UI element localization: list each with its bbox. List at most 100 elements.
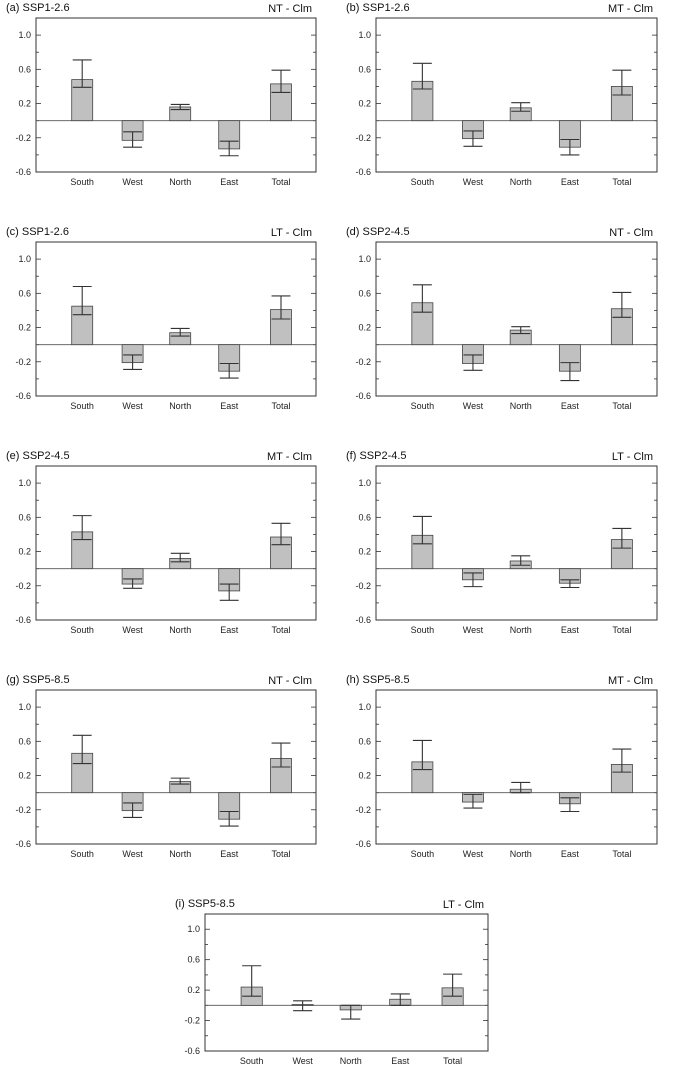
category-label-north: North	[169, 625, 191, 635]
y-tick-label: -0.6	[184, 1046, 200, 1056]
y-tick-label: -0.2	[355, 805, 371, 815]
category-label-north: North	[510, 401, 532, 411]
panel-title: (g) SSP5-8.5	[6, 674, 70, 686]
y-tick-label: -0.2	[15, 805, 31, 815]
category-label-north: North	[169, 849, 191, 859]
category-label-east: East	[220, 401, 239, 411]
plot-frame	[35, 689, 317, 845]
y-tick-label: -0.2	[15, 581, 31, 591]
y-tick-label: -0.6	[355, 167, 371, 177]
category-label-north: North	[340, 1056, 362, 1066]
panel-h: (h) SSP5-8.5 MT - Clm 1.0 0.6 0.2 -0.2 -0.6 Sou…	[346, 674, 658, 859]
panel-period-label: LT - Clm	[612, 451, 653, 463]
panel-e: (e) SSP2-4.5 MT - Clm 1.0 0.6 0.2 -0.2 -0.6 Sou…	[6, 450, 317, 635]
y-tick-label: 0.6	[18, 512, 31, 522]
panel-title: (a) SSP1-2.6	[6, 2, 70, 14]
y-tick-label: 0.2	[18, 99, 31, 109]
category-label-east: East	[391, 1056, 410, 1066]
plot-frame	[35, 465, 317, 621]
y-tick-label: -0.6	[355, 839, 371, 849]
panel-b: (b) SSP1-2.6 MT - Clm 1.0 0.6 0.2 -0.2 -0.6 Sou…	[346, 2, 658, 187]
panel-title: (d) SSP2-4.5	[346, 226, 410, 238]
y-tick-label: 0.6	[18, 64, 31, 74]
category-label-east: East	[561, 177, 580, 187]
category-label-east: East	[220, 177, 239, 187]
category-label-south: South	[411, 625, 435, 635]
y-tick-label: -0.2	[15, 357, 31, 367]
y-tick-label: -0.2	[355, 581, 371, 591]
category-label-total: Total	[271, 849, 290, 859]
y-tick-label: 0.2	[187, 985, 200, 995]
panel-title: (h) SSP5-8.5	[346, 674, 410, 686]
category-label-total: Total	[271, 401, 290, 411]
y-tick-label: -0.2	[15, 133, 31, 143]
panel-period-label: LT - Clm	[271, 227, 312, 239]
y-tick-label: -0.2	[355, 357, 371, 367]
category-label-north: North	[510, 625, 532, 635]
panel-g: (g) SSP5-8.5 NT - Clm 1.0 0.6 0.2 -0.2 -0.6 Sou…	[6, 674, 317, 859]
panel-a: (a) SSP1-2.6 NT - Clm 1.0 0.6 0.2 -0.2 -0.6 Sou…	[6, 2, 317, 187]
panel-f: (f) SSP2-4.5 LT - Clm 1.0 0.6 0.2 -0.2 -0.6 Sou…	[346, 450, 658, 635]
y-tick-label: 0.6	[358, 736, 371, 746]
panel-c: (c) SSP1-2.6 LT - Clm 1.0 0.6 0.2 -0.2 -0.6 Sou…	[6, 226, 317, 411]
y-tick-label: -0.2	[355, 133, 371, 143]
y-tick-label: -0.6	[15, 615, 31, 625]
plot-frame	[204, 913, 489, 1052]
category-label-west: West	[122, 625, 143, 635]
category-label-north: North	[510, 849, 532, 859]
y-tick-label: 1.0	[18, 254, 31, 264]
plot-frame	[375, 465, 658, 621]
panel-title: (c) SSP1-2.6	[6, 226, 69, 238]
category-label-east: East	[561, 849, 580, 859]
panel-title: (e) SSP2-4.5	[6, 450, 70, 462]
category-label-east: East	[220, 625, 239, 635]
category-label-north: North	[169, 177, 191, 187]
category-label-west: West	[122, 849, 143, 859]
y-tick-label: 0.2	[18, 323, 31, 333]
category-label-west: West	[463, 849, 484, 859]
panel-title: (i) SSP5-8.5	[175, 898, 235, 910]
panel-title: (f) SSP2-4.5	[346, 450, 407, 462]
category-label-south: South	[411, 849, 435, 859]
category-label-north: North	[510, 177, 532, 187]
category-label-total: Total	[612, 177, 631, 187]
panel-period-label: NT - Clm	[609, 227, 653, 239]
category-label-south: South	[70, 401, 94, 411]
y-tick-label: 0.2	[358, 771, 371, 781]
y-tick-label: 0.2	[18, 771, 31, 781]
y-tick-label: 0.6	[18, 736, 31, 746]
y-tick-label: -0.6	[15, 839, 31, 849]
y-tick-label: 1.0	[358, 30, 371, 40]
category-label-east: East	[561, 625, 580, 635]
plot-frame	[375, 241, 658, 397]
panel-period-label: NT - Clm	[268, 675, 312, 687]
category-label-north: North	[169, 401, 191, 411]
category-label-south: South	[411, 177, 435, 187]
panel-d: (d) SSP2-4.5 NT - Clm 1.0 0.6 0.2 -0.2 -0.6 Sou…	[346, 226, 658, 411]
panel-period-label: MT - Clm	[267, 451, 312, 463]
y-tick-label: -0.6	[15, 391, 31, 401]
y-tick-label: -0.6	[355, 615, 371, 625]
y-tick-label: -0.6	[15, 167, 31, 177]
category-label-total: Total	[612, 401, 631, 411]
y-tick-label: -0.2	[184, 1016, 200, 1026]
y-tick-label: -0.6	[355, 391, 371, 401]
category-label-east: East	[220, 849, 239, 859]
y-tick-label: 1.0	[18, 478, 31, 488]
y-tick-label: 1.0	[18, 30, 31, 40]
y-tick-label: 0.2	[358, 99, 371, 109]
panel-i: (i) SSP5-8.5 LT - Clm 1.0 0.6 0.2 -0.2 -0.6 Sou…	[175, 898, 489, 1066]
panel-title: (b) SSP1-2.6	[346, 2, 410, 14]
y-tick-label: 0.6	[18, 288, 31, 298]
y-tick-label: 1.0	[358, 702, 371, 712]
category-label-total: Total	[612, 625, 631, 635]
y-tick-label: 0.2	[358, 323, 371, 333]
y-tick-label: 0.6	[358, 512, 371, 522]
y-tick-label: 0.6	[358, 288, 371, 298]
y-tick-label: 0.2	[358, 547, 371, 557]
category-label-total: Total	[271, 177, 290, 187]
plot-frame	[35, 241, 317, 397]
y-tick-label: 1.0	[358, 254, 371, 264]
category-label-west: West	[122, 401, 143, 411]
